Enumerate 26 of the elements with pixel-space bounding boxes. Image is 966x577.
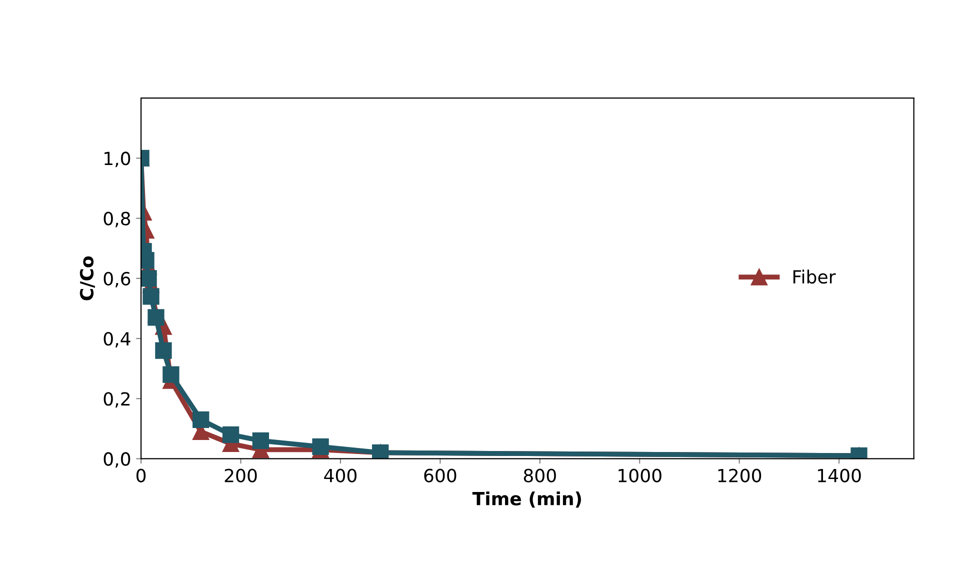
y-axis-title: C/Co — [80, 256, 95, 300]
y-tick-label: 0,0 — [104, 452, 130, 468]
y-tick-label: 0,2 — [104, 392, 130, 408]
x-tick-label: 0 — [136, 468, 146, 482]
point — [192, 411, 210, 428]
x-axis-title: Time (min) — [472, 491, 581, 508]
y-tick-label: 0,8 — [104, 212, 130, 228]
x-tick-label: 1200 — [718, 468, 762, 482]
point — [222, 426, 240, 444]
point — [252, 432, 270, 450]
x-tick-label: 1400 — [818, 468, 861, 482]
x-tick-label: 200 — [224, 468, 257, 482]
x-tick-label: 400 — [324, 468, 356, 482]
point — [148, 309, 164, 326]
point — [312, 438, 329, 456]
x-tick-label: 1000 — [618, 468, 662, 482]
y-tick-label: 0,4 — [104, 332, 130, 348]
legend-label: Fiber — [793, 270, 836, 284]
x-tick-label: 600 — [424, 468, 456, 482]
y-tick-label: 1,0 — [104, 152, 130, 168]
point — [155, 342, 172, 359]
point — [142, 288, 160, 305]
point — [162, 366, 180, 383]
y-tick-label: 0,6 — [104, 272, 130, 288]
x-tick-label: 800 — [524, 468, 556, 482]
point — [141, 270, 157, 287]
